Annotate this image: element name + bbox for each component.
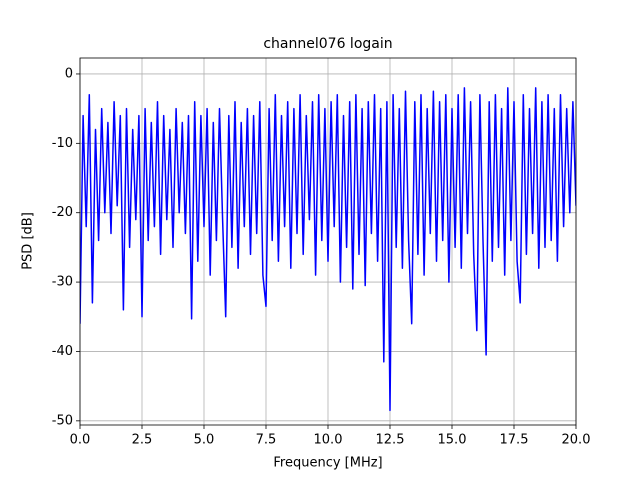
x-tick-label: 20.0	[562, 433, 591, 448]
chart-title: channel076 logain	[263, 36, 392, 52]
x-axis-label: Frequency [MHz]	[273, 456, 382, 471]
y-tick-label: -30	[52, 275, 73, 290]
x-tick-label: 15.0	[438, 433, 467, 448]
y-tick-label: -50	[52, 413, 73, 428]
x-tick-label: 2.5	[132, 433, 153, 448]
y-tick-label: -40	[52, 344, 73, 359]
x-tick-label: 12.5	[376, 433, 405, 448]
x-tick-label: 7.5	[256, 433, 277, 448]
y-tick-label: -20	[52, 205, 73, 220]
x-tick-label: 5.0	[194, 433, 215, 448]
y-tick-label: 0	[65, 66, 73, 81]
x-tick-label: 10.0	[314, 433, 343, 448]
plot-frame	[79, 57, 577, 426]
x-tick-label: 0.0	[70, 433, 91, 448]
y-axis-label: PSD [dB]	[21, 212, 36, 270]
x-tick-label: 17.5	[500, 433, 529, 448]
line-series	[80, 87, 576, 412]
y-tick-label: -10	[52, 136, 73, 151]
